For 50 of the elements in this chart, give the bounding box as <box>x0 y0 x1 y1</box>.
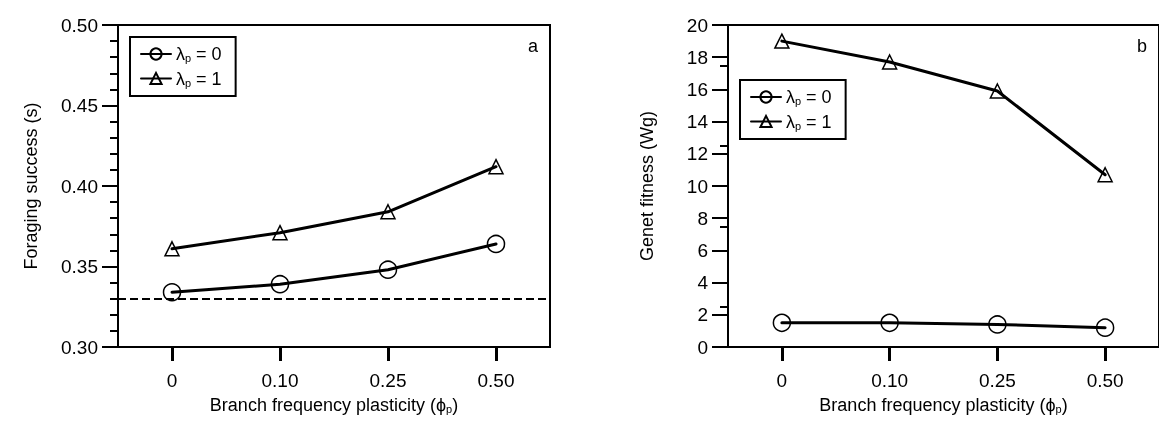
y-axis-title: Foraging success (s) <box>21 102 41 270</box>
y-tick-label: 0.35 <box>61 256 98 277</box>
x-tick-label: 0.50 <box>1086 370 1124 391</box>
y-tick-label: 2 <box>697 304 708 326</box>
y-tick-label: 6 <box>697 239 708 261</box>
point <box>774 33 790 49</box>
legend-label: λp = 0 <box>786 87 832 107</box>
x-tick-label: 0 <box>166 370 178 391</box>
point <box>880 313 899 333</box>
point <box>1097 166 1113 183</box>
point <box>380 204 396 220</box>
annotation: a <box>527 36 539 56</box>
y-tick-label: 0.30 <box>61 336 98 358</box>
y-tick-label: 0.50 <box>61 14 98 36</box>
point <box>772 313 792 333</box>
y-tick-label: 18 <box>686 46 708 68</box>
y-tick-label: 8 <box>697 207 708 229</box>
y-tick-label: 14 <box>686 111 709 133</box>
legend-label: λp = 0 <box>176 44 222 64</box>
y-tick-label: 4 <box>697 272 709 294</box>
y-tick-label: 20 <box>686 14 708 36</box>
point <box>488 158 504 175</box>
point <box>378 260 398 279</box>
y-tick-label: 0.45 <box>61 95 98 116</box>
point <box>486 234 506 254</box>
point <box>270 274 290 294</box>
point <box>162 283 182 302</box>
legend-label: λp = 1 <box>786 111 832 132</box>
y-tick-label: 0.40 <box>61 175 98 197</box>
point <box>1095 318 1115 337</box>
x-axis-title: Branch frequency plasticity (ϕp) <box>819 394 1068 415</box>
x-tick-label: 0.10 <box>871 370 909 391</box>
point <box>881 54 898 70</box>
x-tick-label: 0.50 <box>477 370 515 391</box>
point <box>164 241 180 257</box>
y-tick-label: 0 <box>697 336 708 358</box>
point <box>988 315 1007 334</box>
point <box>989 83 1006 99</box>
y-tick-label: 10 <box>686 175 708 197</box>
y-tick-label: 16 <box>686 78 708 100</box>
x-axis-title: Branch frequency plasticity (ϕp) <box>209 394 459 415</box>
x-tick-label: 0 <box>776 370 788 391</box>
y-axis-title: Genet fitness (Wg) <box>637 110 657 262</box>
x-tick-label: 0.25 <box>369 370 407 391</box>
legend-label: λp = 1 <box>176 68 222 89</box>
x-tick-label: 0.25 <box>978 370 1016 391</box>
annotation: b <box>1136 36 1147 56</box>
x-tick-label: 0.10 <box>261 370 299 391</box>
point <box>272 224 288 241</box>
y-tick-label: 12 <box>686 143 708 165</box>
